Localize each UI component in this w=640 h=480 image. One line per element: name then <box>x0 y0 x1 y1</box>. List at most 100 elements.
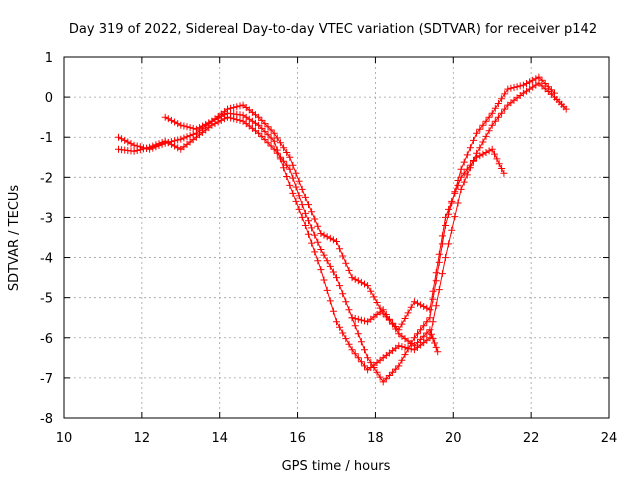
data-point-marker <box>501 105 509 113</box>
data-point-marker <box>357 338 365 346</box>
data-point-marker <box>460 158 468 166</box>
data-point-marker <box>367 359 375 367</box>
data-point-marker <box>423 318 431 326</box>
data-point-marker <box>398 343 406 351</box>
data-point-marker <box>510 84 518 91</box>
data-point-marker <box>491 104 499 112</box>
data-point-marker <box>448 197 456 205</box>
data-point-marker <box>541 80 549 87</box>
data-point-marker <box>442 213 449 221</box>
data-point-marker <box>317 266 325 274</box>
data-point-marker <box>186 132 194 140</box>
x-tick-label: 24 <box>601 431 618 446</box>
data-point-marker <box>233 116 241 124</box>
data-point-marker <box>434 348 442 356</box>
y-tick-label: 0 <box>45 91 53 106</box>
data-point-marker <box>333 274 340 282</box>
data-point-marker <box>370 364 378 371</box>
data-point-marker <box>174 120 182 128</box>
data-point-marker <box>473 153 481 161</box>
data-point-marker <box>326 297 334 305</box>
data-point-marker <box>476 144 484 152</box>
data-point-marker <box>410 334 418 342</box>
data-point-marker <box>320 251 328 259</box>
data-point-marker <box>460 178 468 186</box>
data-point-marker <box>410 342 418 350</box>
data-point-marker <box>382 311 390 318</box>
data-point-marker <box>488 121 496 129</box>
data-point-marker <box>326 234 334 242</box>
data-point-marker <box>414 339 421 347</box>
data-point-marker <box>354 354 362 362</box>
data-point-marker <box>438 232 446 240</box>
data-point-marker <box>289 161 297 169</box>
data-point-marker <box>354 315 362 323</box>
data-point-marker <box>161 137 169 145</box>
data-point-marker <box>217 116 225 124</box>
data-point-marker <box>417 301 425 309</box>
data-point-marker <box>351 322 359 330</box>
data-point-marker <box>261 128 269 136</box>
y-tick-label: -8 <box>40 412 53 427</box>
data-point-marker <box>438 240 446 248</box>
data-point-marker <box>118 135 126 143</box>
data-point-marker <box>379 306 387 314</box>
data-point-marker <box>498 165 506 172</box>
data-point-marker <box>308 239 316 247</box>
data-point-marker <box>466 144 474 152</box>
data-point-marker <box>466 161 474 169</box>
data-point-marker <box>345 266 353 274</box>
data-point-marker <box>329 236 337 244</box>
data-point-marker <box>171 118 179 126</box>
data-point-marker <box>270 145 278 153</box>
data-point-marker <box>429 287 437 295</box>
data-point-marker <box>258 132 266 140</box>
data-point-marker <box>255 113 263 121</box>
data-point-marker <box>435 286 443 294</box>
data-point-marker <box>258 124 266 132</box>
data-point-marker <box>463 165 471 173</box>
data-point-marker <box>139 145 147 153</box>
data-point-marker <box>311 231 319 239</box>
data-point-marker <box>482 149 490 156</box>
data-point-marker <box>367 287 375 295</box>
data-point-marker <box>136 146 144 154</box>
x-tick-label: 22 <box>523 431 540 446</box>
data-point-marker <box>488 109 496 117</box>
data-point-marker <box>457 185 465 193</box>
data-point-marker <box>205 119 213 127</box>
data-point-marker <box>392 365 400 373</box>
data-point-marker <box>535 73 543 81</box>
y-tick-label: -5 <box>40 292 53 307</box>
data-point-marker <box>426 314 434 322</box>
data-point-marker <box>180 134 188 142</box>
data-point-marker <box>407 303 415 311</box>
y-tick-label: -1 <box>40 131 53 146</box>
data-point-marker <box>292 169 300 177</box>
data-point-marker <box>476 125 484 133</box>
data-point-marker <box>276 139 284 147</box>
data-point-marker <box>401 351 409 359</box>
data-point-marker <box>161 113 169 121</box>
data-point-marker <box>429 335 437 343</box>
data-point-marker <box>529 76 537 84</box>
data-point-marker <box>255 129 263 137</box>
data-point-marker <box>298 185 306 193</box>
data-point-marker <box>301 222 309 229</box>
y-tick-label: -4 <box>40 252 53 267</box>
data-point-marker <box>305 230 312 238</box>
data-point-marker <box>286 153 294 161</box>
data-point-marker <box>442 222 449 229</box>
data-point-marker <box>432 343 440 351</box>
data-point-marker <box>199 122 207 130</box>
data-point-marker <box>351 315 359 322</box>
data-point-marker <box>308 208 316 216</box>
data-point-marker <box>273 134 281 142</box>
grid <box>64 57 609 418</box>
x-tick-label: 16 <box>289 431 306 446</box>
series-track-4 <box>348 306 442 356</box>
data-point-marker <box>320 231 328 239</box>
data-point-marker <box>445 240 453 248</box>
data-point-marker <box>404 345 412 353</box>
data-point-marker <box>329 307 337 315</box>
